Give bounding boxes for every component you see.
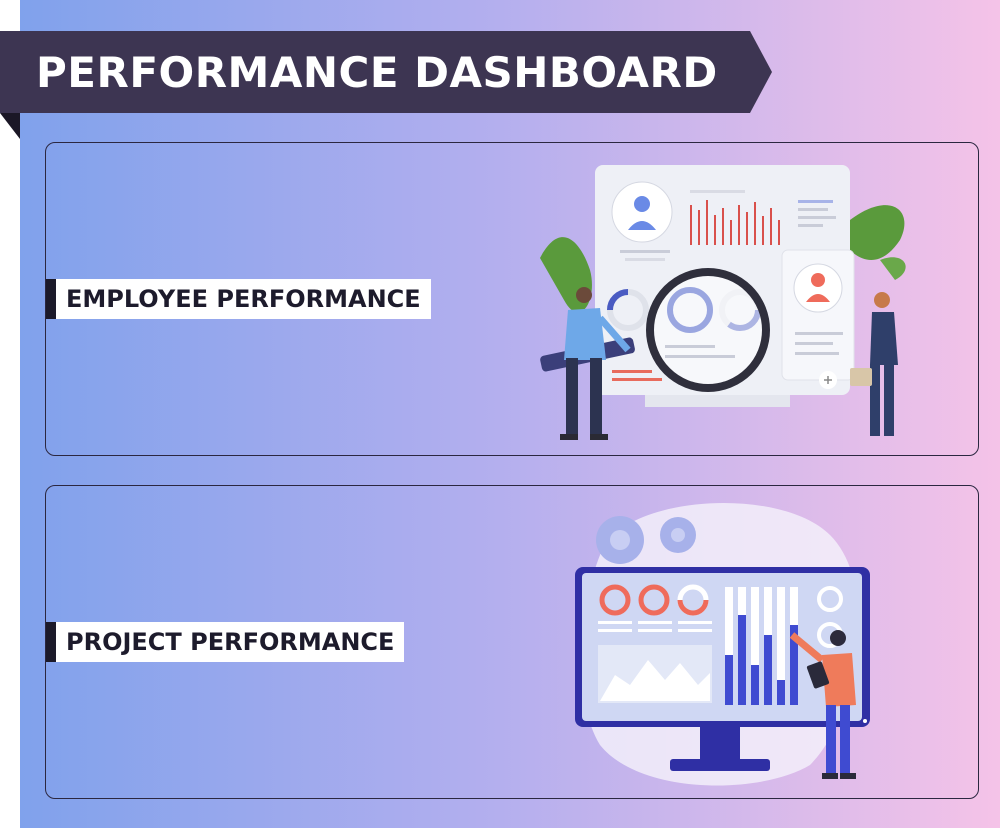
title-banner — [0, 31, 772, 113]
project-performance-label: PROJECT PERFORMANCE — [46, 622, 405, 662]
project-performance-panel: PROJECT PERFORMANCE — [45, 485, 979, 799]
page-title: PERFORMANCE DASHBOARD — [36, 48, 718, 97]
employee-performance-label: EMPLOYEE PERFORMANCE — [46, 279, 431, 319]
employee-performance-label-text: EMPLOYEE PERFORMANCE — [66, 285, 421, 313]
employee-performance-panel: EMPLOYEE PERFORMANCE — [45, 142, 979, 456]
project-performance-illustration — [575, 502, 870, 786]
employee-performance-illustration — [540, 165, 906, 440]
left-edge-strip — [0, 0, 20, 828]
project-performance-label-text: PROJECT PERFORMANCE — [66, 628, 395, 656]
